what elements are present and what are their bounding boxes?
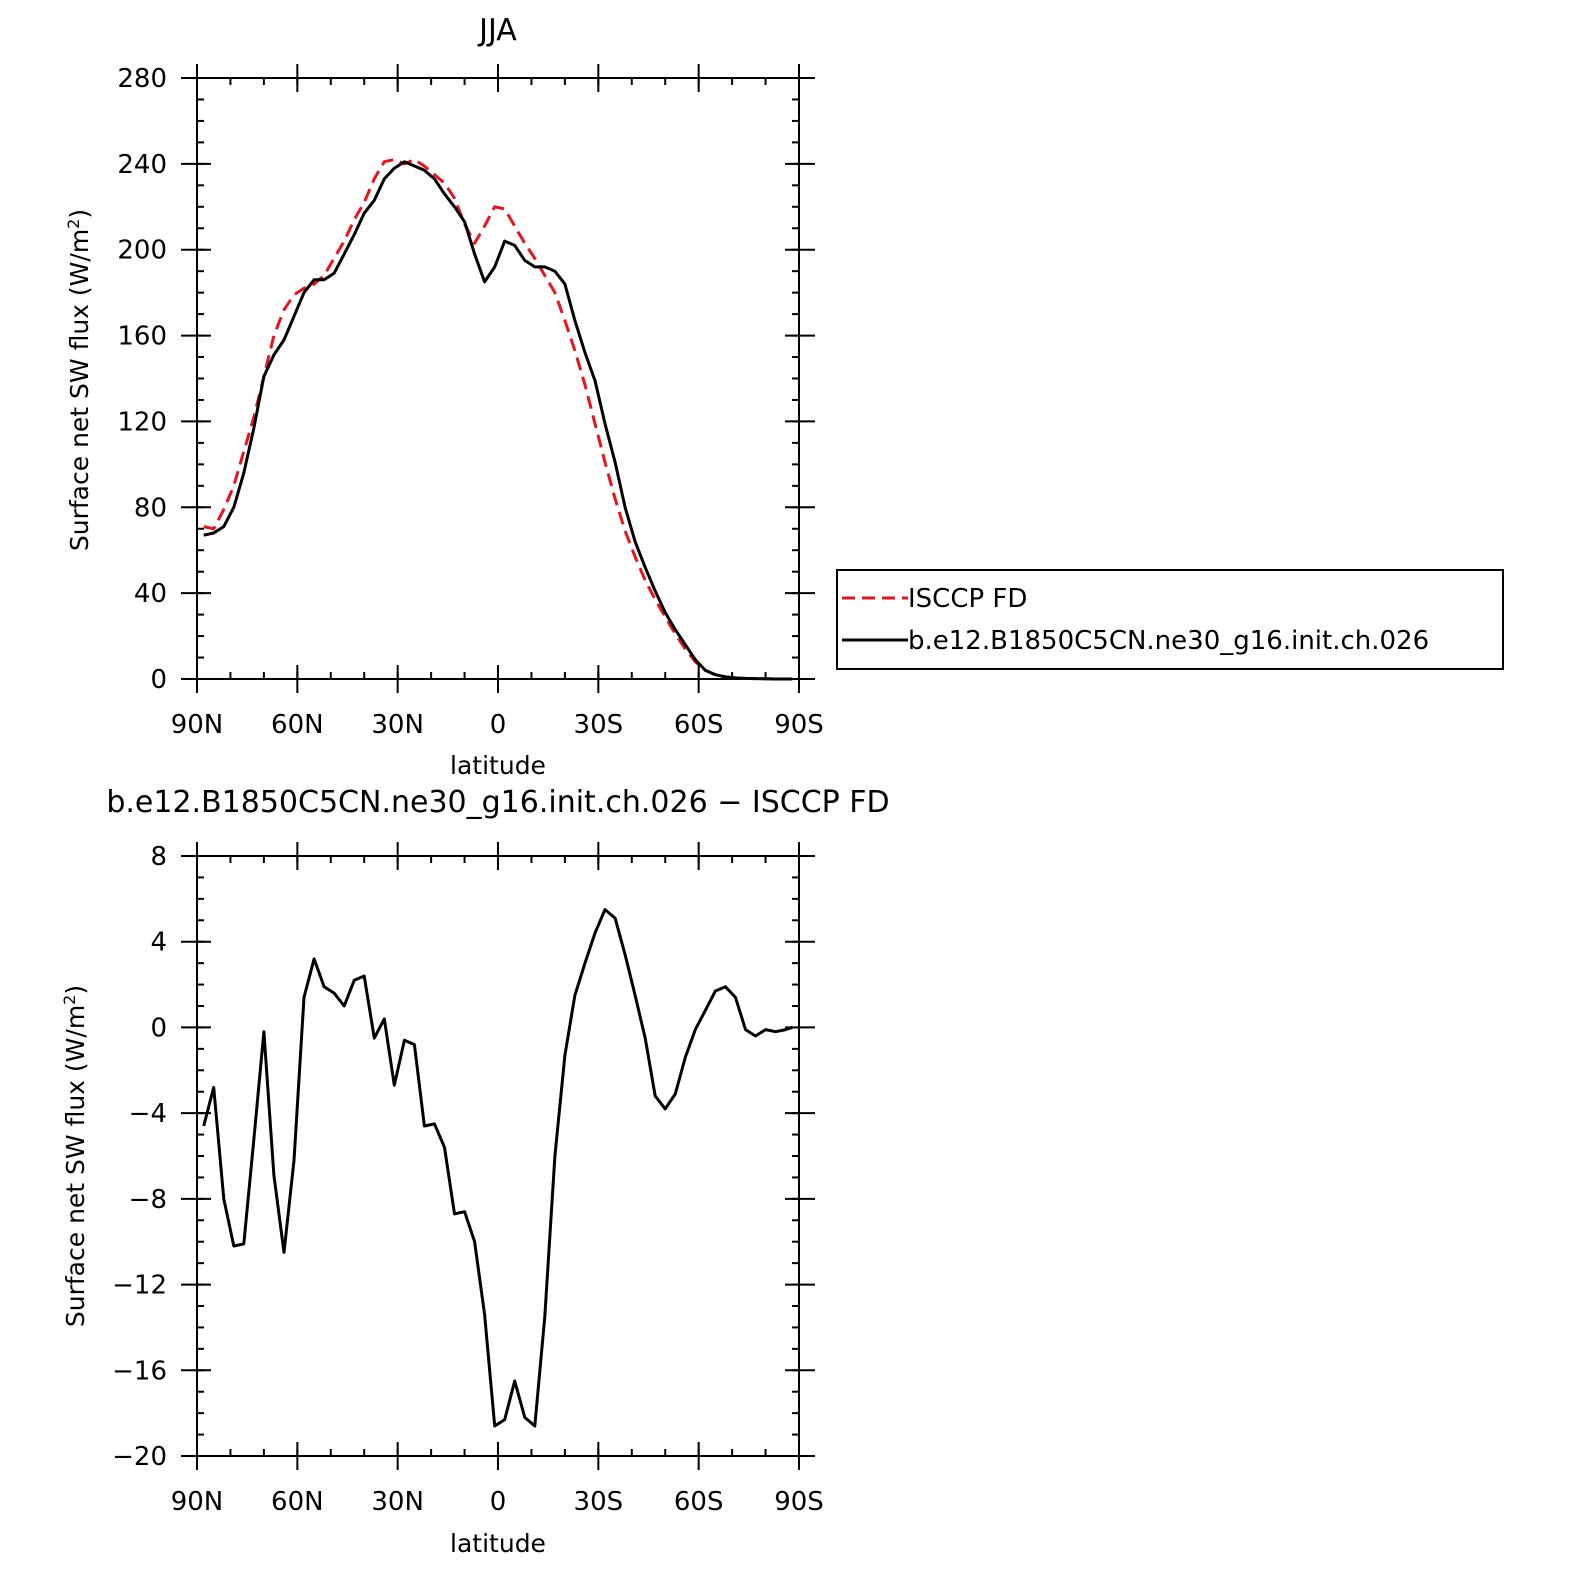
top-plot-frame [196,77,800,680]
top-axes: 90N 60N 30N 0 30S 60S 90S 0 40 80 120 160 200 240 280 [117,64,824,740]
bottom-y-tick-label: −12 [112,1271,167,1301]
top-x-tick-label: 30S [574,710,624,740]
bottom-y-tick-label: −8 [129,1185,167,1215]
bottom-y-tick-label: −20 [112,1442,167,1472]
top-panel: JJA 90N 60N 30N 0 30S 60S 90S 0 40 80 120 160 200 240… [64,13,1504,780]
top-y-tick-label: 0 [150,665,167,695]
top-series-line-1 [203,160,793,681]
top-x-axis-label: latitude [450,751,546,780]
bottom-panel: b.e12.B1850C5CN.ne30_g16.init.ch.026 − I… [60,785,890,1558]
top-x-tick-label: 90N [171,710,224,740]
top-x-tick-label: 60N [271,710,324,740]
bottom-y-tick-label: 0 [150,1013,167,1043]
top-y-axis-label-main: Surface net SW flux (W/m [65,229,94,551]
bottom-y-tick-label: 8 [150,842,167,872]
bottom-y-axis-label-main: Surface net SW flux (W/m [61,1005,90,1327]
bottom-y-axis-label: Surface net SW flux (W/m2) [60,985,90,1327]
bottom-chart-title: b.e12.B1850C5CN.ne30_g16.init.ch.026 − I… [106,785,889,820]
top-series-lines [203,158,793,681]
bottom-x-tick-label: 30N [371,1487,424,1517]
legend: ISCCP FD b.e12.B1850C5CN.ne30_g16.init.c… [836,569,1504,670]
top-x-tick-label: 30N [371,710,424,740]
bottom-y-axis-label-sup: 2 [60,995,79,1005]
top-y-axis-label-sup: 2 [64,219,83,229]
top-x-tick-label: 0 [490,710,507,740]
top-y-tick-label: 40 [134,579,167,609]
legend-box [836,569,1504,670]
bottom-x-tick-label: 60S [674,1487,724,1517]
top-x-tick-label: 90S [774,710,824,740]
bottom-y-tick-label: −16 [112,1356,167,1386]
bottom-series-line-0 [202,908,793,1428]
bottom-series-lines [202,908,793,1428]
top-y-tick-label: 120 [117,407,167,437]
bottom-x-tick-label: 90N [171,1487,224,1517]
bottom-x-axis-label: latitude [450,1529,546,1558]
top-y-tick-label: 80 [134,493,167,523]
top-y-tick-label: 280 [117,64,167,94]
top-y-axis-label: Surface net SW flux (W/m2) [64,209,94,551]
top-y-tick-label: 160 [117,322,167,352]
top-series-line-0 [203,158,793,681]
top-x-tick-label: 60S [674,710,724,740]
top-chart-title: JJA [477,13,517,48]
bottom-x-tick-label: 30S [574,1487,624,1517]
bottom-x-tick-label: 0 [490,1487,507,1517]
bottom-y-tick-label: 4 [150,928,167,958]
top-y-axis-label-end: ) [65,209,94,219]
bottom-plot-frame [196,855,800,1457]
top-y-tick-label: 240 [117,150,167,180]
bottom-x-tick-label: 90S [774,1487,824,1517]
bottom-y-tick-label: −4 [129,1099,167,1129]
top-y-tick-label: 200 [117,236,167,266]
legend-label-model: b.e12.B1850C5CN.ne30_g16.init.ch.026 [908,626,1429,656]
bottom-y-axis-label-end: ) [61,985,90,995]
legend-label-isccp: ISCCP FD [908,584,1027,614]
bottom-axes: 90N 60N 30N 0 30S 60S 90S −20 −16 −12 −8 −4 0 4 8 [112,842,824,1517]
bottom-x-tick-label: 60N [271,1487,324,1517]
